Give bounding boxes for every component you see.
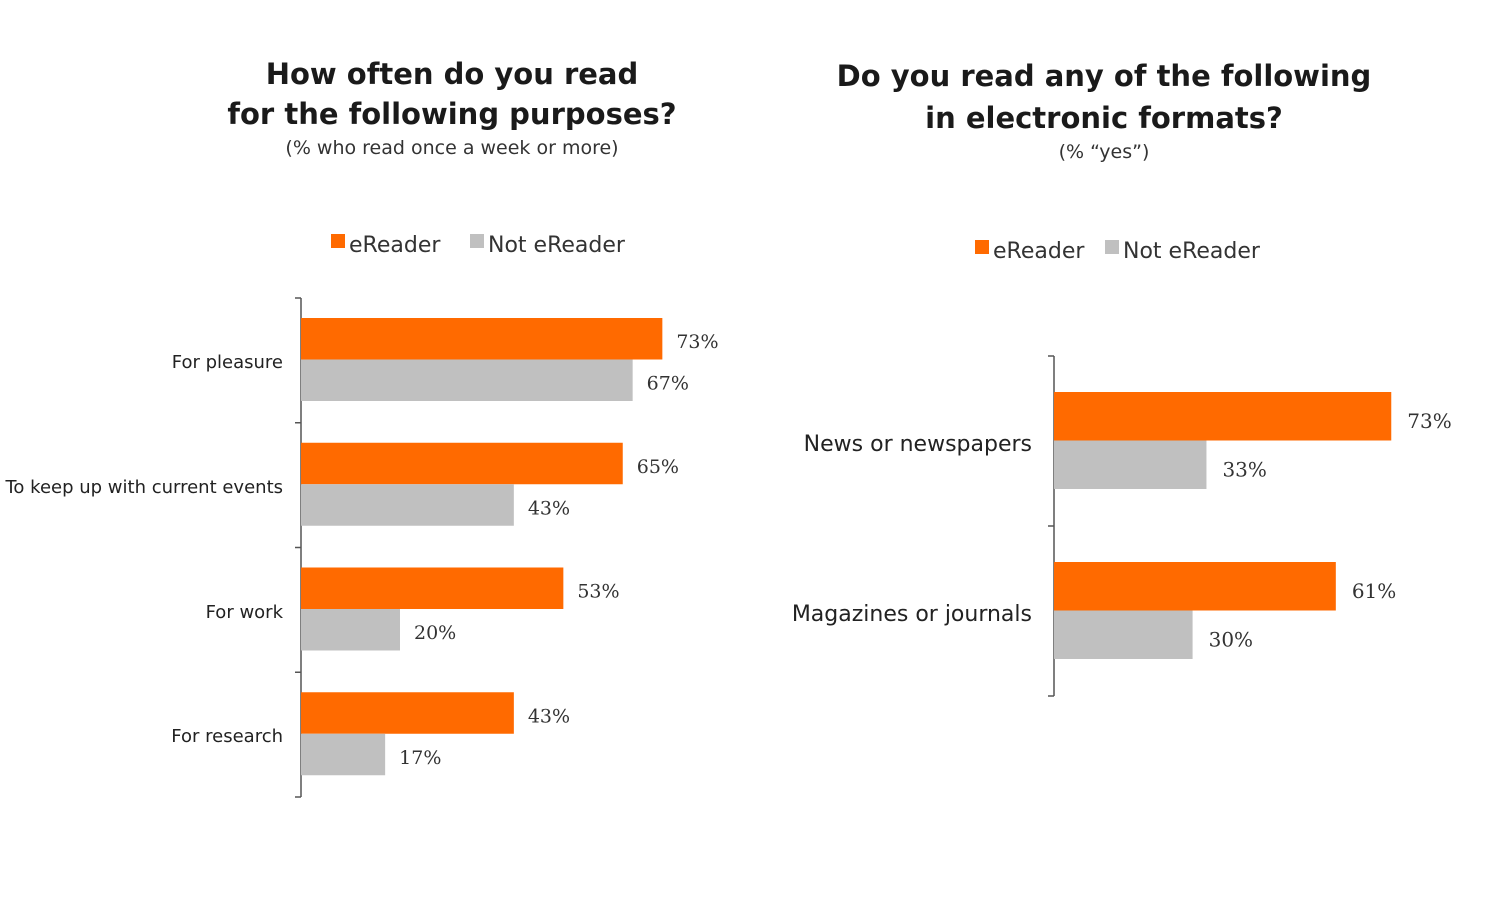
chart2-legend-not-ereader-swatch [1105, 240, 1119, 254]
chart2-subtitle: (% “yes”) [1059, 141, 1150, 163]
chart1-data-label: 67% [647, 373, 689, 395]
chart2-category-label: Magazines or journals [792, 602, 1032, 627]
chart1-subtitle: (% who read once a week or more) [285, 137, 618, 159]
chart1-bar-not-ereader [301, 359, 633, 401]
chart1-category-label: For work [206, 602, 284, 623]
chart1-legend-ereader-swatch [331, 234, 345, 248]
chart2-legend-not-ereader-label: Not eReader [1123, 239, 1261, 264]
chart1-legend-not-ereader-swatch [470, 234, 484, 248]
chart2-bar-ereader [1054, 392, 1392, 441]
chart1-title-line2: for the following purposes? [227, 97, 676, 131]
chart2-title-line1: Do you read any of the following [837, 59, 1372, 93]
chart1-legend-not-ereader-label: Not eReader [488, 233, 626, 258]
chart1-data-label: 20% [414, 622, 456, 644]
chart-marks: 73% 67% 65% 43% 53% 20% 43% 17% 73% 33% 61% 30% [295, 297, 1452, 798]
chart2-bar-ereader [1054, 562, 1336, 611]
chart1-data-label: 43% [528, 705, 570, 727]
chart1-category-label: To keep up with current events [4, 477, 283, 498]
chart2-title-line2: in electronic formats? [925, 101, 1283, 135]
chart1-category-label: For pleasure [172, 352, 283, 373]
chart1-bar-not-ereader [301, 733, 386, 776]
chart1-bar-ereader [301, 567, 564, 609]
chart1-data-label: 65% [637, 456, 679, 478]
chart2-bar-not-ereader [1054, 440, 1207, 489]
chart2-data-label: 73% [1407, 409, 1451, 433]
chart1-bar-ereader [301, 692, 514, 734]
chart1-bar-not-ereader [301, 484, 514, 526]
chart1-title-line1: How often do you read [266, 57, 639, 91]
chart2-data-label: 33% [1222, 458, 1266, 482]
chart2-category-label: News or newspapers [804, 432, 1032, 457]
chart1-data-label: 17% [399, 747, 441, 769]
chart1-data-label: 73% [676, 331, 718, 353]
chart1-legend-ereader-label: eReader [349, 233, 441, 258]
chart2-data-label: 61% [1352, 579, 1396, 603]
chart1-bar-ereader [301, 442, 623, 485]
chart1-category-label: For research [171, 726, 283, 747]
chart2-data-label: 30% [1209, 628, 1253, 652]
chart2-legend-ereader-label: eReader [993, 239, 1085, 264]
chart2-bar-not-ereader [1054, 610, 1193, 659]
chart1-data-label: 43% [528, 497, 570, 519]
chart1-bar-not-ereader [301, 609, 400, 651]
chart1-data-label: 53% [577, 581, 619, 603]
chart2-legend-ereader-swatch [975, 240, 989, 254]
chart1-bar-ereader [301, 318, 663, 360]
